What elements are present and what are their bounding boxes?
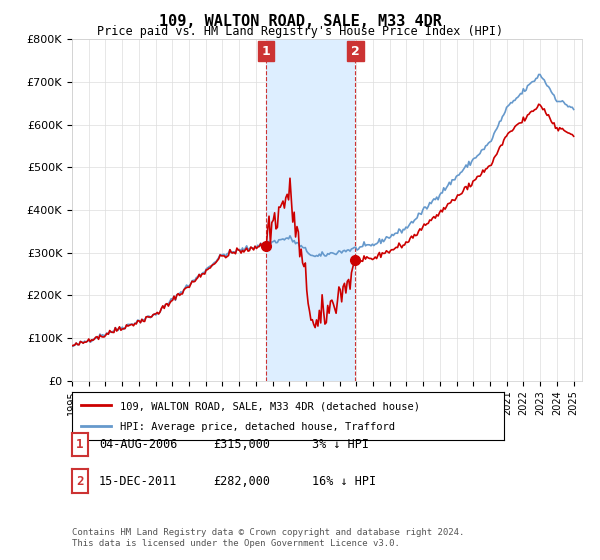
Text: 109, WALTON ROAD, SALE, M33 4DR (detached house): 109, WALTON ROAD, SALE, M33 4DR (detache… bbox=[119, 402, 419, 411]
Text: 2: 2 bbox=[76, 474, 83, 488]
Text: 1: 1 bbox=[262, 45, 271, 58]
Text: 16% ↓ HPI: 16% ↓ HPI bbox=[312, 474, 376, 488]
Text: 04-AUG-2006: 04-AUG-2006 bbox=[99, 438, 178, 451]
Text: 109, WALTON ROAD, SALE, M33 4DR: 109, WALTON ROAD, SALE, M33 4DR bbox=[158, 14, 442, 29]
Text: 2: 2 bbox=[351, 45, 360, 58]
Text: £282,000: £282,000 bbox=[213, 474, 270, 488]
Text: 15-DEC-2011: 15-DEC-2011 bbox=[99, 474, 178, 488]
Text: £315,000: £315,000 bbox=[213, 438, 270, 451]
Text: 1: 1 bbox=[76, 438, 83, 451]
Text: Price paid vs. HM Land Registry's House Price Index (HPI): Price paid vs. HM Land Registry's House … bbox=[97, 25, 503, 38]
Text: 3% ↓ HPI: 3% ↓ HPI bbox=[312, 438, 369, 451]
Text: Contains HM Land Registry data © Crown copyright and database right 2024.
This d: Contains HM Land Registry data © Crown c… bbox=[72, 528, 464, 548]
Bar bbox=[266, 39, 355, 381]
Text: HPI: Average price, detached house, Trafford: HPI: Average price, detached house, Traf… bbox=[119, 422, 395, 432]
